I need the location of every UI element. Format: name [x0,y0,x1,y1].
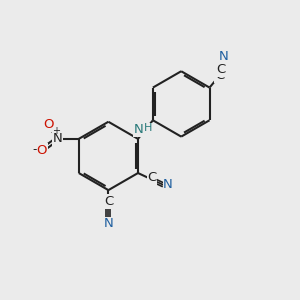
Text: N: N [219,50,229,63]
Text: H: H [144,123,153,133]
Text: C: C [147,171,156,184]
Text: C: C [215,69,224,82]
Text: N: N [163,178,173,191]
Text: O: O [37,144,47,157]
Text: N: N [103,217,113,230]
Text: -: - [33,143,37,156]
Text: C: C [217,63,226,76]
Text: C: C [104,195,113,208]
Text: +: + [52,126,60,136]
Text: N: N [52,132,62,146]
Text: O: O [43,118,54,131]
Text: N: N [134,123,143,136]
